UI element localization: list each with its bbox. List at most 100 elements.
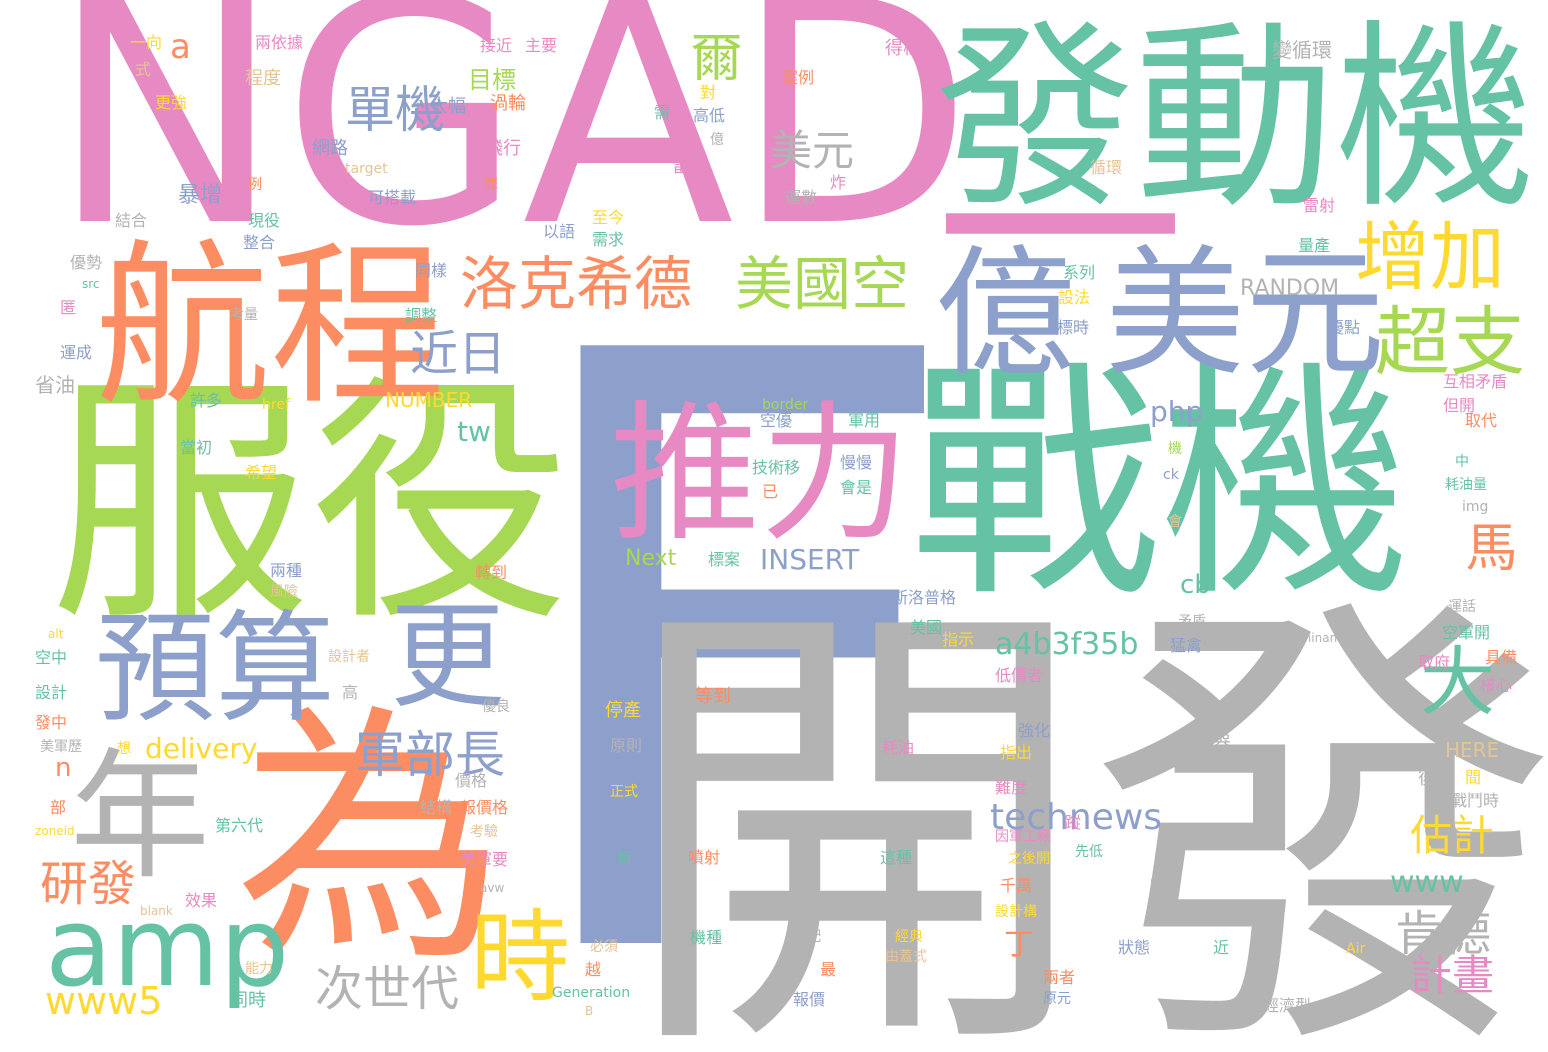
word-75: 兩依據 [255, 33, 304, 52]
word-150: 經典 [895, 929, 923, 945]
word-181: 設計 [35, 683, 68, 702]
word-91: 系列 [1063, 263, 1096, 282]
word-22: 馬 [1456, 520, 1516, 572]
word-45: RANDOM [1240, 276, 1340, 301]
word-86: 循環 [1090, 158, 1123, 177]
word-24: 近日 [410, 326, 507, 382]
word-83: 高低 [693, 106, 726, 125]
word-20: 美國空 [735, 250, 910, 318]
word-175: 希望 [245, 463, 278, 482]
word-192: 考驗 [470, 824, 498, 840]
word-9: 推力 [610, 388, 911, 562]
word-159: 經濟型 [1263, 996, 1312, 1015]
word-61: avw [480, 881, 505, 895]
word-29: 研發 [40, 856, 137, 912]
word-109: 斯洛普格 [892, 588, 957, 607]
word-105: 會 [1168, 514, 1182, 530]
word-88: 炸 [830, 173, 847, 192]
word-5: 服役 [50, 354, 570, 656]
word-107: 耗油量 [1445, 477, 1487, 493]
word-50: Dominance [1283, 631, 1352, 645]
word-42: a [170, 27, 191, 67]
word-137: 之後開 [1008, 851, 1050, 867]
word-82: 需 [654, 103, 671, 122]
word-130: 武器 [1195, 733, 1231, 754]
word-19: 洛克希德 [460, 250, 693, 318]
word-41: tw [457, 415, 491, 448]
word-80: 案例 [782, 68, 815, 87]
word-69: 可搭載 [368, 188, 417, 207]
word-72: 更強 [155, 93, 188, 112]
word-87: 運數 [785, 188, 818, 207]
word-110: 運話 [1448, 599, 1476, 615]
word-111: 空軍開 [1442, 623, 1491, 642]
word-66: 大幅 [430, 96, 466, 117]
word-26: 爾 [681, 30, 741, 82]
word-161: 整合 [243, 233, 276, 252]
word-148: 機種 [690, 928, 723, 947]
word-156: 報價 [793, 990, 826, 1009]
word-52: target [345, 161, 388, 177]
word-44: cb [1180, 570, 1211, 600]
word-169: 優勢 [70, 253, 103, 272]
word-6: 為 [235, 682, 505, 997]
word-135: 不同 [605, 806, 638, 825]
word-171: 運成 [60, 343, 93, 362]
word-174: 當初 [180, 438, 213, 457]
word-73: 一向 [130, 33, 163, 52]
word-188: 價格 [455, 771, 488, 790]
word-38: INSERT [760, 543, 860, 576]
word-0: F [500, 183, 972, 1052]
word-99: 空優 [760, 411, 793, 430]
word-178: 轉到 [475, 563, 508, 582]
word-49: Generation [552, 985, 631, 1001]
word-98: 軍用 [848, 411, 881, 430]
word-160: 現役 [248, 211, 281, 230]
word-59: zoneid [35, 824, 75, 838]
word-189: 結構 [420, 798, 453, 817]
word-78: 得標 [885, 38, 921, 59]
word-54: border [762, 397, 809, 413]
word-102: 會是 [840, 478, 873, 497]
word-28: 次世代 [315, 961, 460, 1017]
word-56: alt [48, 627, 64, 641]
word-58: ck [1163, 467, 1179, 483]
word-16: 時 [470, 899, 570, 1016]
word-197: 罪 [484, 177, 498, 193]
word-155: 最 [820, 960, 837, 979]
word-140: 新 [618, 851, 632, 867]
word-194: 效果 [185, 891, 218, 910]
word-185: 部 [50, 798, 67, 817]
word-157: 兩者 [1043, 968, 1076, 987]
word-127: 耗油 [882, 738, 915, 757]
word-121: 強化 [1018, 721, 1051, 740]
word-34: technews [990, 797, 1163, 838]
word-57: img [1462, 499, 1489, 515]
word-1: 開發 [620, 561, 1548, 1052]
word-154: 越 [585, 960, 602, 979]
word-68: 結合 [115, 211, 148, 230]
word-39: delivery [145, 732, 258, 765]
word-55: src [82, 277, 100, 291]
word-30: www5 [45, 979, 163, 1023]
word-186: 高 [342, 683, 359, 702]
word-18: 超支 [1375, 298, 1526, 386]
word-65: 飛行 [485, 138, 521, 159]
word-92: 設法 [1058, 288, 1091, 307]
word-74: 式 [135, 60, 152, 79]
word-118: 美國 [910, 618, 943, 637]
word-138: 蹤 [1065, 813, 1082, 832]
word-147: 必須 [590, 939, 618, 955]
word-37: www [1390, 865, 1464, 900]
word-13: 更 [390, 590, 506, 724]
word-144: 設計構 [995, 904, 1037, 920]
word-103: 已 [762, 482, 779, 501]
word-117: 矛盾 [1178, 614, 1206, 630]
word-77: 主要 [525, 36, 558, 55]
word-15: amp [45, 883, 290, 1011]
word-124: 停產 [605, 700, 641, 721]
word-89: 雷射 [1303, 196, 1336, 215]
word-2: NGAD [50, 0, 973, 295]
word-187: 優良 [482, 699, 510, 715]
